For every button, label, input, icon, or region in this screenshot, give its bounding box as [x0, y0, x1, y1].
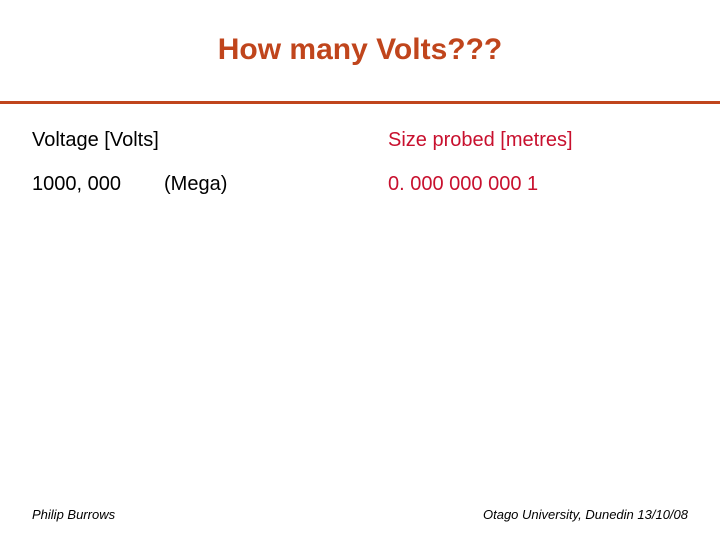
slide-title: How many Volts???: [217, 33, 503, 66]
voltage-value: 1000, 000: [32, 173, 121, 195]
voltage-header: Voltage [Volts]: [32, 129, 159, 151]
footer-author: Philip Burrows: [32, 507, 116, 522]
voltage-unit: (Mega): [164, 173, 228, 195]
size-probed-value: 0. 000 000 000 1: [388, 173, 539, 195]
size-probed-header: Size probed [metres]: [388, 129, 573, 151]
footer-venue-date: Otago University, Dunedin 13/10/08: [483, 507, 688, 522]
title-divider: [0, 101, 720, 104]
